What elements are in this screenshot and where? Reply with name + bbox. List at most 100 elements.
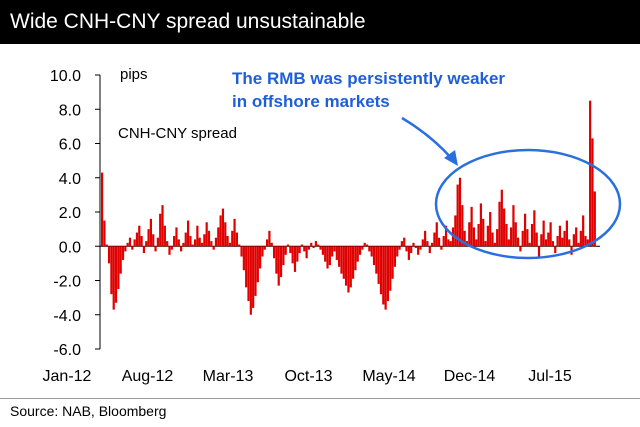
spread-bar <box>470 206 473 247</box>
spread-bar <box>168 246 171 255</box>
x-tick-label: May-14 <box>362 368 415 385</box>
spread-bar <box>231 230 234 247</box>
spread-bar <box>324 246 327 262</box>
spread-bar <box>500 189 503 247</box>
spread-bar <box>214 237 218 247</box>
spread-bar <box>338 246 341 267</box>
spread-bar <box>291 246 294 264</box>
spread-bar <box>437 237 441 247</box>
spread-bar <box>519 246 522 252</box>
spread-bar <box>549 222 552 247</box>
spread-bar <box>156 237 159 247</box>
spread-bar <box>207 230 211 247</box>
spread-bar <box>431 242 434 247</box>
spread-bar <box>479 203 483 247</box>
spread-bar <box>472 227 476 247</box>
spread-bar <box>103 220 106 247</box>
spread-bar <box>114 246 118 303</box>
spread-bar <box>377 246 380 284</box>
spread-bar <box>586 239 589 247</box>
spread-bar <box>314 241 318 247</box>
spread-bar <box>486 225 489 247</box>
spread-bar <box>128 237 132 247</box>
spread-bar <box>363 242 366 247</box>
spread-bar <box>544 239 548 247</box>
spread-bar <box>307 246 311 250</box>
spread-bar <box>456 184 459 247</box>
spread-bar <box>516 237 520 247</box>
spread-bar <box>354 246 357 271</box>
spread-bar <box>433 232 436 247</box>
spread-bar <box>266 239 269 247</box>
x-tick-label: Jul-15 <box>528 368 572 385</box>
spread-bar <box>424 230 427 247</box>
spread-bar <box>226 235 229 247</box>
spread-bar <box>154 246 157 252</box>
spread-bar <box>203 234 206 247</box>
spread-bar <box>372 246 376 266</box>
y-tick-label: 6.0 <box>59 137 81 154</box>
spread-bar <box>256 246 259 283</box>
spread-bar <box>489 212 492 247</box>
spread-bar <box>184 232 187 247</box>
spread-bar <box>198 237 201 247</box>
spread-bar <box>463 230 466 247</box>
spread-bar <box>293 246 297 272</box>
y-tick-label: -6.0 <box>53 342 81 359</box>
y-axis-label: pips <box>120 66 148 83</box>
spread-bar <box>461 205 464 247</box>
spread-bar <box>263 246 266 250</box>
spread-bar <box>382 246 385 305</box>
y-tick-label: 8.0 <box>59 102 81 119</box>
spread-bar <box>384 246 387 310</box>
spread-bar <box>321 246 324 255</box>
spread-bar <box>105 244 108 247</box>
spread-bar <box>298 246 301 254</box>
spread-bar <box>342 246 345 279</box>
spread-bar <box>554 246 557 254</box>
spread-bar <box>535 232 538 247</box>
spread-bar <box>249 246 252 315</box>
y-tick-label: 0.0 <box>59 239 81 256</box>
spread-bar <box>444 225 448 247</box>
spread-bar <box>186 220 190 247</box>
spread-bar <box>191 244 194 247</box>
spread-bar <box>349 246 352 288</box>
spread-bar <box>319 246 322 250</box>
spread-bar <box>163 225 166 247</box>
spread-bar <box>107 246 111 264</box>
chart: 10.0 8.0 6.0 4.0 2.0 0.0 -2.0 -4.0 -6.0 Jan-12 Aug… <box>43 66 622 385</box>
source-note: Source: NAB, Bloomberg <box>10 403 167 419</box>
annotation-line-2: in offshore markets <box>232 92 390 111</box>
spread-bar <box>268 230 271 247</box>
spread-bar <box>296 246 299 262</box>
spread-bar <box>170 246 173 250</box>
x-tick-label: Jan-12 <box>43 368 92 385</box>
spread-bar <box>159 213 162 247</box>
spread-bar <box>435 222 438 247</box>
spread-bar <box>386 246 390 302</box>
spread-bar <box>326 246 329 269</box>
spread-bar <box>305 246 308 259</box>
spread-bar <box>221 208 225 247</box>
spread-bar <box>417 246 420 255</box>
spread-bar <box>147 229 150 247</box>
spread-bar <box>577 242 580 247</box>
spread-bar <box>331 246 334 257</box>
spread-bar <box>412 242 415 247</box>
spread-bar <box>196 225 199 247</box>
spread-bar <box>289 246 292 254</box>
spread-bar <box>572 234 575 247</box>
spread-bar <box>145 241 148 247</box>
spread-bar <box>396 246 399 257</box>
spread-bar <box>275 246 278 274</box>
bars-layer <box>101 100 596 315</box>
spread-bar <box>124 246 127 252</box>
spread-bar <box>110 246 113 295</box>
spread-bar <box>284 246 287 255</box>
spread-bar <box>356 246 359 262</box>
spread-bar <box>235 232 238 247</box>
spread-bar <box>119 246 122 274</box>
x-tick-label: Mar-13 <box>203 368 254 385</box>
spread-bar <box>300 244 304 247</box>
